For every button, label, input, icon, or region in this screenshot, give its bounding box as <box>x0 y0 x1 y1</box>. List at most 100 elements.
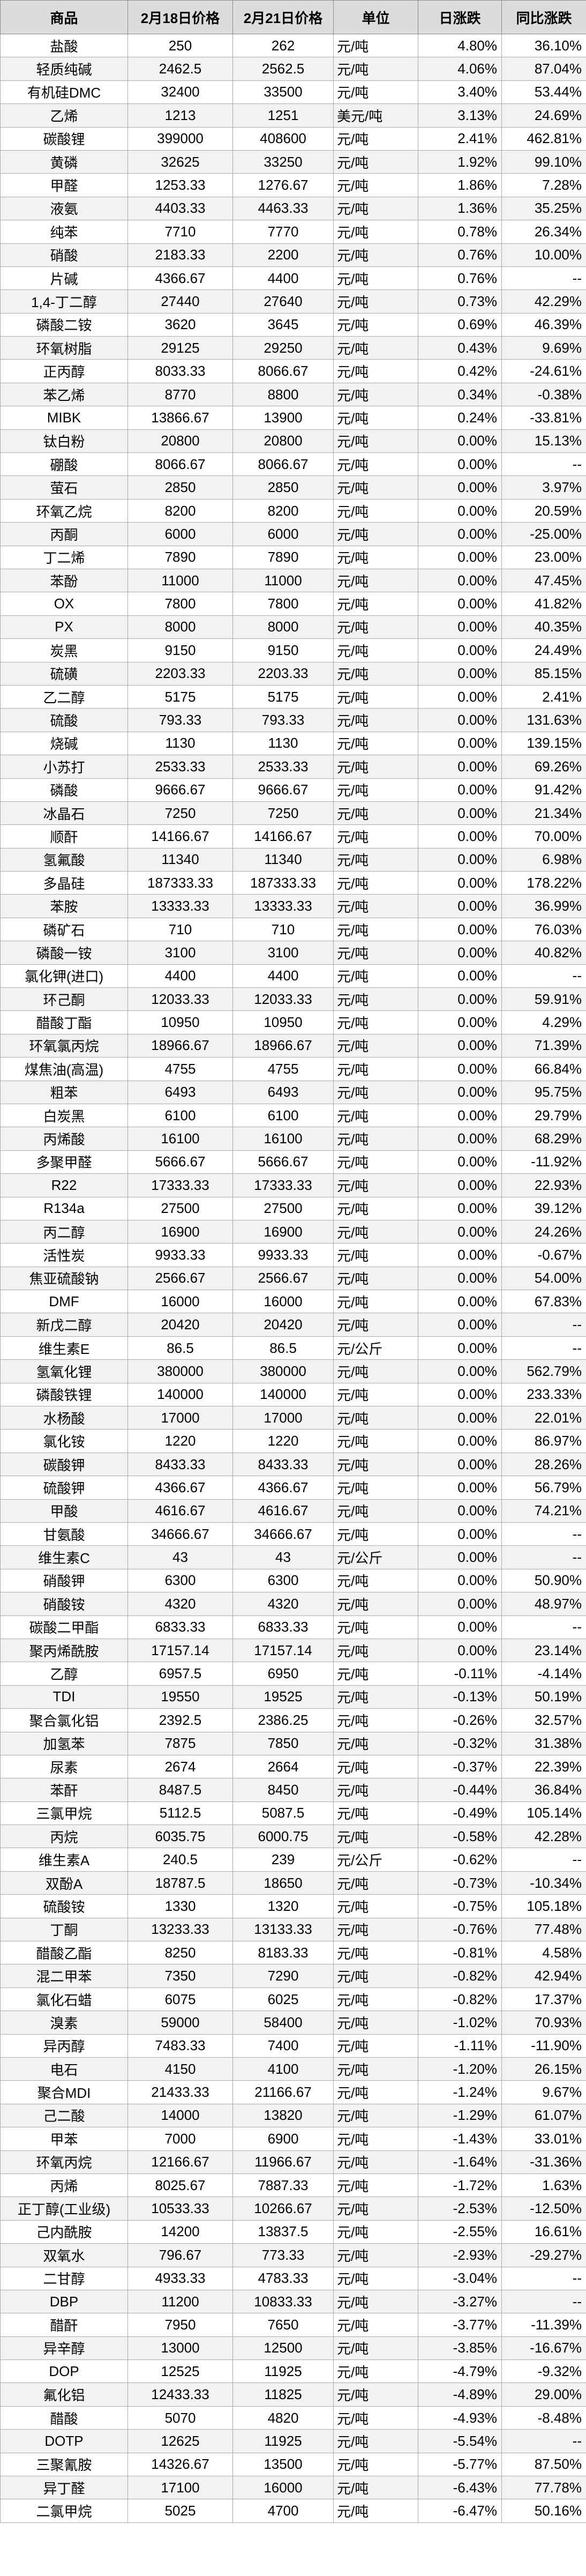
cell-unit: 元/吨 <box>334 429 418 452</box>
header-yoy-change: 同比涨跌 <box>502 1 586 34</box>
cell-price-feb18: 5070 <box>128 2406 233 2429</box>
cell-daily-change: -1.11% <box>418 2034 502 2057</box>
cell-commodity: 异丁醛 <box>1 2476 128 2499</box>
cell-yoy-change: 9.67% <box>502 2081 586 2104</box>
cell-price-feb18: 240.5 <box>128 1848 233 1871</box>
cell-yoy-change: 77.78% <box>502 2476 586 2499</box>
cell-yoy-change: -9.32% <box>502 2360 586 2383</box>
cell-price-feb18: 3100 <box>128 941 233 964</box>
cell-price-feb18: 6035.75 <box>128 1825 233 1848</box>
cell-yoy-change: -11.39% <box>502 2313 586 2336</box>
cell-price-feb21: 4366.67 <box>233 1476 334 1499</box>
table-row: 丙烯 8025.67 7887.33 元/吨 -1.72% 1.63% <box>1 2173 586 2197</box>
cell-price-feb21: 6100 <box>233 1104 334 1127</box>
cell-unit: 元/吨 <box>334 1313 418 1336</box>
cell-commodity: DMF <box>1 1290 128 1313</box>
table-row: 萤石 2850 2850 元/吨 0.00% 3.97% <box>1 476 586 499</box>
cell-price-feb21: 11925 <box>233 2430 334 2453</box>
cell-daily-change: -4.93% <box>418 2406 502 2429</box>
cell-yoy-change: 3.97% <box>502 476 586 499</box>
cell-yoy-change: 23.00% <box>502 546 586 569</box>
cell-yoy-change: 26.34% <box>502 220 586 243</box>
cell-unit: 元/吨 <box>334 1453 418 1476</box>
cell-commodity: 醋酸 <box>1 2406 128 2429</box>
cell-daily-change: -0.75% <box>418 1895 502 1918</box>
cell-price-feb18: 32400 <box>128 80 233 103</box>
cell-daily-change: -0.82% <box>418 1964 502 1987</box>
cell-unit: 元/吨 <box>334 34 418 57</box>
cell-commodity: 异辛醇 <box>1 2336 128 2359</box>
cell-unit: 元/吨 <box>334 127 418 150</box>
cell-daily-change: 0.00% <box>418 1127 502 1150</box>
cell-daily-change: -1.29% <box>418 2104 502 2127</box>
cell-unit: 元/吨 <box>334 1244 418 1267</box>
cell-unit: 元/吨 <box>334 1918 418 1941</box>
cell-yoy-change: 22.39% <box>502 1755 586 1778</box>
cell-daily-change: -2.55% <box>418 2220 502 2243</box>
table-row: 甲酸 4616.67 4616.67 元/吨 0.00% 74.21% <box>1 1499 586 1522</box>
cell-price-feb18: 14166.67 <box>128 825 233 848</box>
cell-price-feb21: 11925 <box>233 2360 334 2383</box>
cell-daily-change: 0.42% <box>418 360 502 383</box>
table-row: 混二甲苯 7350 7290 元/吨 -0.82% 42.94% <box>1 1964 586 1987</box>
cell-price-feb21: 2200 <box>233 243 334 266</box>
cell-yoy-change: 86.97% <box>502 1430 586 1453</box>
table-row: 聚丙烯酰胺 17157.14 17157.14 元/吨 0.00% 23.14% <box>1 1639 586 1662</box>
cell-unit: 元/吨 <box>334 1615 418 1639</box>
cell-yoy-change: -- <box>502 1336 586 1359</box>
cell-daily-change: -0.32% <box>418 1732 502 1755</box>
table-row: 聚合氯化铝 2392.5 2386.25 元/吨 -0.26% 32.57% <box>1 1709 586 1732</box>
cell-commodity: 正丙醇 <box>1 360 128 383</box>
cell-price-feb18: 13000 <box>128 2336 233 2359</box>
cell-price-feb18: 7250 <box>128 801 233 824</box>
table-row: 炭黑 9150 9150 元/吨 0.00% 24.49% <box>1 639 586 662</box>
cell-price-feb18: 7950 <box>128 2313 233 2336</box>
cell-yoy-change: 28.26% <box>502 1453 586 1476</box>
cell-yoy-change: 32.57% <box>502 1709 586 1732</box>
cell-price-feb18: 5666.67 <box>128 1150 233 1173</box>
cell-unit: 元/吨 <box>334 337 418 360</box>
table-row: 尿素 2674 2664 元/吨 -0.37% 22.39% <box>1 1755 586 1778</box>
cell-price-feb21: 2562.5 <box>233 57 334 80</box>
cell-commodity: 醋酸乙酯 <box>1 1941 128 1964</box>
cell-price-feb18: 7875 <box>128 1732 233 1755</box>
cell-yoy-change: -- <box>502 964 586 987</box>
cell-unit: 元/吨 <box>334 150 418 173</box>
cell-unit: 元/吨 <box>334 243 418 266</box>
cell-price-feb21: 793.33 <box>233 709 334 732</box>
cell-unit: 元/吨 <box>334 941 418 964</box>
cell-yoy-change: 67.83% <box>502 1290 586 1313</box>
cell-unit: 元/吨 <box>334 592 418 615</box>
cell-price-feb18: 6300 <box>128 1569 233 1592</box>
cell-daily-change: 0.78% <box>418 220 502 243</box>
cell-commodity: 电石 <box>1 2057 128 2080</box>
cell-yoy-change: 41.82% <box>502 592 586 615</box>
cell-price-feb21: 4463.33 <box>233 197 334 220</box>
cell-daily-change: 0.00% <box>418 1569 502 1592</box>
cell-commodity: 丙酮 <box>1 523 128 546</box>
cell-daily-change: 4.80% <box>418 34 502 57</box>
cell-commodity: 轻质纯碱 <box>1 57 128 80</box>
cell-yoy-change: 562.79% <box>502 1360 586 1383</box>
cell-daily-change: 0.00% <box>418 1313 502 1336</box>
cell-daily-change: -0.62% <box>418 1848 502 1871</box>
cell-commodity: 丙烯 <box>1 2173 128 2197</box>
cell-price-feb18: 12166.67 <box>128 2150 233 2173</box>
cell-unit: 元/吨 <box>334 546 418 569</box>
cell-daily-change: 0.00% <box>418 523 502 546</box>
cell-yoy-change: 21.34% <box>502 801 586 824</box>
table-row: 乙烯 1213 1251 美元/吨 3.13% 24.69% <box>1 104 586 127</box>
table-row: OX 7800 7800 元/吨 0.00% 41.82% <box>1 592 586 615</box>
cell-price-feb18: 19550 <box>128 1685 233 1708</box>
cell-commodity: 环氧丙烷 <box>1 2150 128 2173</box>
cell-commodity: 氟化铝 <box>1 2383 128 2406</box>
cell-unit: 元/吨 <box>334 2453 418 2476</box>
cell-yoy-change: 24.69% <box>502 104 586 127</box>
cell-price-feb18: 34666.67 <box>128 1523 233 1546</box>
cell-daily-change: -0.76% <box>418 1918 502 1941</box>
cell-commodity: 萤石 <box>1 476 128 499</box>
cell-daily-change: 0.00% <box>418 1174 502 1197</box>
cell-unit: 元/吨 <box>334 1685 418 1708</box>
table-row: 苯酐 8487.5 8450 元/吨 -0.44% 36.84% <box>1 1778 586 1801</box>
cell-price-feb21: 6300 <box>233 1569 334 1592</box>
